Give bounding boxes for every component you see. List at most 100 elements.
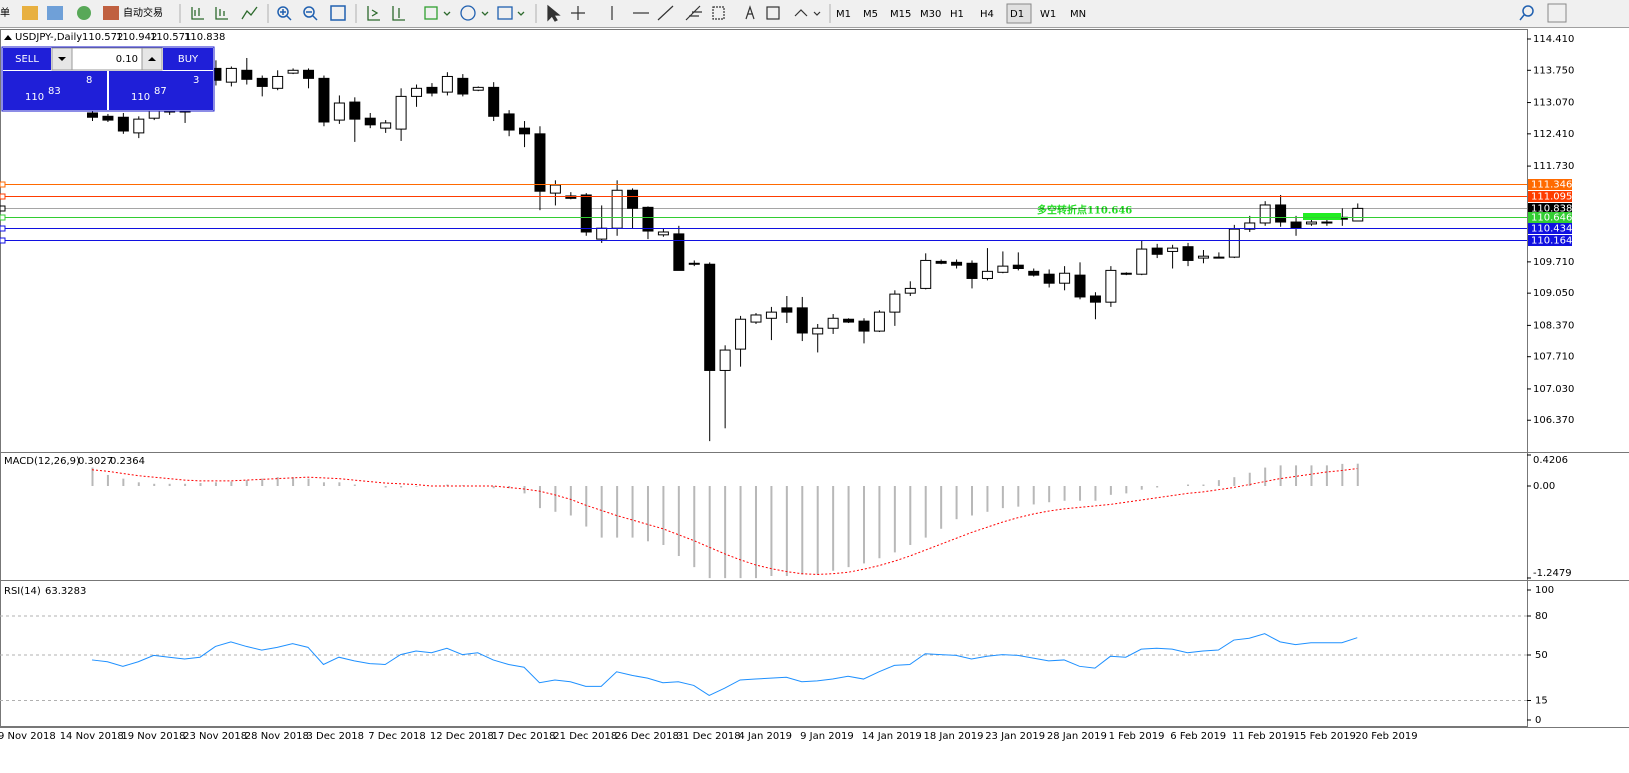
- candle-body: [920, 259, 932, 289]
- zoom-icons[interactable]: [277, 5, 346, 21]
- x-tick-label: 14 Jan 2019: [862, 731, 922, 742]
- timeframe-button[interactable]: W1: [1040, 9, 1056, 20]
- candle-body: [241, 69, 253, 80]
- buy-price-box[interactable]: [109, 71, 213, 110]
- level-handle: [0, 237, 6, 244]
- candle-body: [303, 69, 315, 79]
- candle-body: [596, 227, 608, 240]
- candle-body: [1197, 255, 1209, 259]
- icon[interactable]: [47, 6, 63, 20]
- x-tick-label: 26 Dec 2018: [615, 731, 679, 742]
- y-tick-label: 111.730: [1533, 161, 1574, 172]
- x-tick-label: 3 Dec 2018: [307, 731, 365, 742]
- x-tick-label: 23 Nov 2018: [183, 731, 247, 742]
- candle-body: [1028, 270, 1040, 276]
- open: 110.572: [82, 32, 123, 43]
- candle-body: [642, 206, 654, 232]
- timeframe-button[interactable]: H1: [950, 9, 964, 20]
- timeframe-button[interactable]: D1: [1010, 9, 1024, 20]
- level-label: 110.838: [1531, 204, 1572, 215]
- arrow: [58, 57, 66, 61]
- level-label-bg: [1528, 212, 1572, 223]
- autotrade-button[interactable]: 自动交易: [123, 6, 163, 19]
- level-label: 110.646: [1531, 213, 1572, 224]
- x-tick-label: 31 Dec 2018: [677, 731, 741, 742]
- buy-price-point: 3: [193, 75, 199, 86]
- sell-label[interactable]: SELL: [15, 54, 39, 65]
- rsi-label: RSI(14): [4, 586, 41, 597]
- timeframe-bar: M1 M5 M15 M30 H1 H4 D1 W1 MN: [836, 3, 1086, 24]
- candle-body: [657, 231, 669, 236]
- macd-signal: [91, 468, 1358, 575]
- candle-body: [1074, 274, 1086, 298]
- close: 110.838: [184, 32, 225, 43]
- buy-button[interactable]: [163, 48, 213, 70]
- candle-body: [519, 127, 531, 135]
- drawing-tools[interactable]: [547, 4, 821, 22]
- candle-body: [133, 118, 145, 134]
- candle-body: [1213, 256, 1225, 259]
- candle-body: [750, 314, 762, 323]
- low: 110.571: [150, 32, 191, 43]
- candle-body: [981, 270, 993, 279]
- candle-body: [426, 86, 438, 94]
- timeframe-button[interactable]: M5: [863, 9, 878, 20]
- candle-body: [704, 263, 716, 371]
- candle-body: [611, 189, 623, 229]
- menu-icon[interactable]: [1547, 3, 1567, 23]
- candle-body: [225, 67, 237, 83]
- candle-body: [395, 95, 407, 130]
- candle-body: [1321, 221, 1333, 224]
- chart-icons[interactable]: [367, 5, 525, 21]
- level-label-bg: [1528, 203, 1572, 214]
- timeframe-button[interactable]: M1: [836, 9, 851, 20]
- y-tick-label: 114.410: [1533, 34, 1574, 45]
- candle-body: [1105, 269, 1117, 303]
- autotrade-icon[interactable]: [103, 6, 119, 20]
- candle-body: [1352, 207, 1364, 222]
- toolbar: [0, 0, 1629, 27]
- level-handle: [0, 225, 6, 232]
- y-tick-label: 113.750: [1533, 65, 1574, 76]
- lot-value[interactable]: 0.10: [116, 54, 138, 65]
- timeframe-button[interactable]: H4: [980, 9, 994, 20]
- x-tick-label: 7 Dec 2018: [368, 731, 426, 742]
- menu-fragment[interactable]: 单: [0, 7, 10, 19]
- macd-value: 0.3027: [78, 456, 113, 467]
- sell-price-box[interactable]: [3, 71, 107, 110]
- x-tick-label: 9 Nov 2018: [0, 731, 56, 742]
- icon[interactable]: [77, 6, 91, 20]
- level-label-bg: [1528, 223, 1572, 234]
- candle-body: [1228, 228, 1240, 258]
- search-icon[interactable]: [1519, 5, 1534, 21]
- timeframe-button[interactable]: MN: [1070, 9, 1086, 20]
- candle-body: [873, 311, 885, 332]
- annotation: 多空转折点110.646: [1037, 204, 1132, 217]
- candle-body: [966, 262, 978, 279]
- icon[interactable]: [22, 6, 38, 20]
- level-handle: [0, 214, 6, 221]
- sell-button[interactable]: [3, 48, 51, 70]
- candle-body: [349, 101, 361, 120]
- candle-body: [364, 117, 376, 126]
- x-tick-label: 19 Nov 2018: [121, 731, 185, 742]
- active-timeframe: [1006, 3, 1032, 24]
- collapse-arrow[interactable]: [4, 35, 12, 40]
- buy-price-pips: 87: [154, 86, 167, 97]
- arrow: [148, 57, 156, 61]
- y-tick-label: 107.710: [1533, 352, 1574, 363]
- y-tick-label: 113.070: [1533, 98, 1574, 109]
- y-tick-label: 80: [1535, 611, 1548, 622]
- candle-body: [1290, 221, 1302, 229]
- candle-body: [997, 265, 1009, 273]
- tool-icons[interactable]: [191, 6, 258, 20]
- timeframe-button[interactable]: M30: [920, 9, 941, 20]
- buy-label[interactable]: BUY: [178, 54, 199, 65]
- macd-signal-value: 0.2364: [110, 456, 145, 467]
- candle-body: [796, 307, 808, 334]
- candle-body: [1167, 247, 1179, 252]
- candle-body: [1089, 295, 1101, 303]
- timeframe-button[interactable]: M15: [890, 9, 911, 20]
